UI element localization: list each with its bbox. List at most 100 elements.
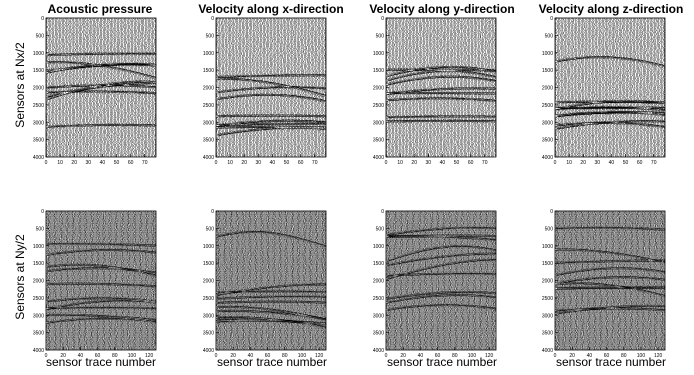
trace-36	[75, 210, 80, 351]
trace-57	[463, 17, 470, 158]
trace-43	[274, 17, 280, 158]
trace-38	[586, 210, 592, 351]
x-tick-label: 100	[468, 353, 477, 359]
trace-128	[663, 210, 666, 351]
trace-56	[462, 17, 469, 158]
trace-112	[649, 210, 654, 351]
trace-77	[661, 17, 666, 158]
trace-26	[420, 17, 427, 157]
trace-48	[111, 17, 120, 158]
trace-125	[321, 210, 327, 350]
trace-54	[460, 17, 466, 158]
xlabel-panel-8: sensor trace number	[555, 355, 667, 369]
y-tick-label: 1000	[373, 244, 384, 250]
trace-57	[294, 17, 300, 158]
trace-34	[243, 210, 248, 351]
trace-17	[576, 17, 585, 158]
trace-24	[417, 17, 425, 158]
y-tick-label: 2000	[203, 279, 214, 285]
y-tick-label: 3000	[373, 120, 384, 126]
trace-5	[48, 210, 54, 351]
trace-21	[571, 210, 576, 351]
y-tick-label: 500	[206, 226, 215, 232]
trace-94	[634, 210, 640, 351]
trace-95	[125, 210, 131, 351]
trace-28	[82, 18, 91, 158]
trace-27	[576, 211, 581, 351]
trace-39	[78, 210, 82, 350]
x-tick-label: 100	[637, 353, 646, 359]
trace-32	[258, 17, 265, 158]
trace-25	[418, 17, 426, 158]
y-tick-label: 2000	[373, 279, 384, 285]
trace-20	[580, 17, 588, 158]
trace-123	[490, 210, 494, 351]
trace-79	[282, 210, 289, 351]
trace-4	[557, 17, 568, 158]
trace-10	[57, 17, 64, 158]
y-tick-label: 2500	[542, 296, 553, 302]
trace-45	[592, 210, 598, 351]
trace-50	[454, 17, 460, 158]
trace-92	[293, 211, 300, 351]
y-tick-label: 3500	[203, 138, 214, 144]
trace-41	[588, 210, 594, 351]
trace-40	[270, 18, 276, 158]
trace-87	[288, 210, 296, 351]
trace-43	[81, 210, 86, 351]
trace-99	[299, 210, 305, 351]
y-tick-label: 3000	[33, 313, 44, 319]
trace-15	[404, 17, 411, 158]
trace-73	[146, 17, 153, 158]
trace-100	[639, 211, 645, 350]
trace-16	[236, 17, 242, 158]
trace-48	[255, 210, 260, 351]
trace-10	[397, 17, 404, 158]
trace-41	[610, 17, 619, 158]
trace-27	[237, 210, 243, 351]
trace-11	[399, 17, 405, 158]
trace-56	[631, 17, 639, 157]
trace-25	[235, 210, 242, 351]
trace-32	[428, 17, 435, 158]
trace-116	[144, 211, 148, 351]
trace-28	[592, 18, 600, 158]
trace-120	[147, 210, 152, 351]
trace-4	[219, 17, 227, 158]
trace-31	[411, 210, 416, 351]
x-tick-label: 70	[312, 160, 318, 166]
trace-82	[454, 210, 459, 351]
trace-50	[623, 17, 631, 158]
trace-120	[487, 211, 492, 351]
y-tick-label: 3000	[542, 313, 553, 319]
trace-85	[287, 210, 294, 350]
trace-42	[611, 17, 621, 158]
trace-59	[126, 17, 135, 158]
trace-54	[119, 17, 128, 158]
trace-80	[621, 210, 628, 350]
trace-46	[254, 210, 258, 350]
trace-84	[286, 210, 293, 351]
trace-119	[316, 210, 322, 350]
trace-29	[83, 17, 93, 158]
x-tick-label: 50	[623, 160, 629, 166]
trace-49	[282, 17, 289, 157]
trace-31	[580, 210, 585, 351]
trace-48	[281, 17, 287, 158]
x-tick-label: 0	[215, 160, 218, 166]
x-tick-label: 80	[452, 353, 458, 359]
x-tick-label: 40	[78, 353, 84, 359]
trace-99	[129, 210, 136, 351]
x-tick-label: 120	[145, 353, 154, 359]
trace-1	[45, 17, 51, 158]
trace-11	[59, 17, 65, 158]
trace-68	[479, 17, 486, 158]
trace-118	[146, 211, 150, 351]
trace-65	[644, 17, 653, 158]
x-tick-label: 30	[595, 160, 601, 166]
trace-108	[307, 210, 312, 351]
trace-40	[440, 17, 446, 158]
trace-68	[309, 17, 316, 158]
trace-15	[397, 210, 402, 351]
